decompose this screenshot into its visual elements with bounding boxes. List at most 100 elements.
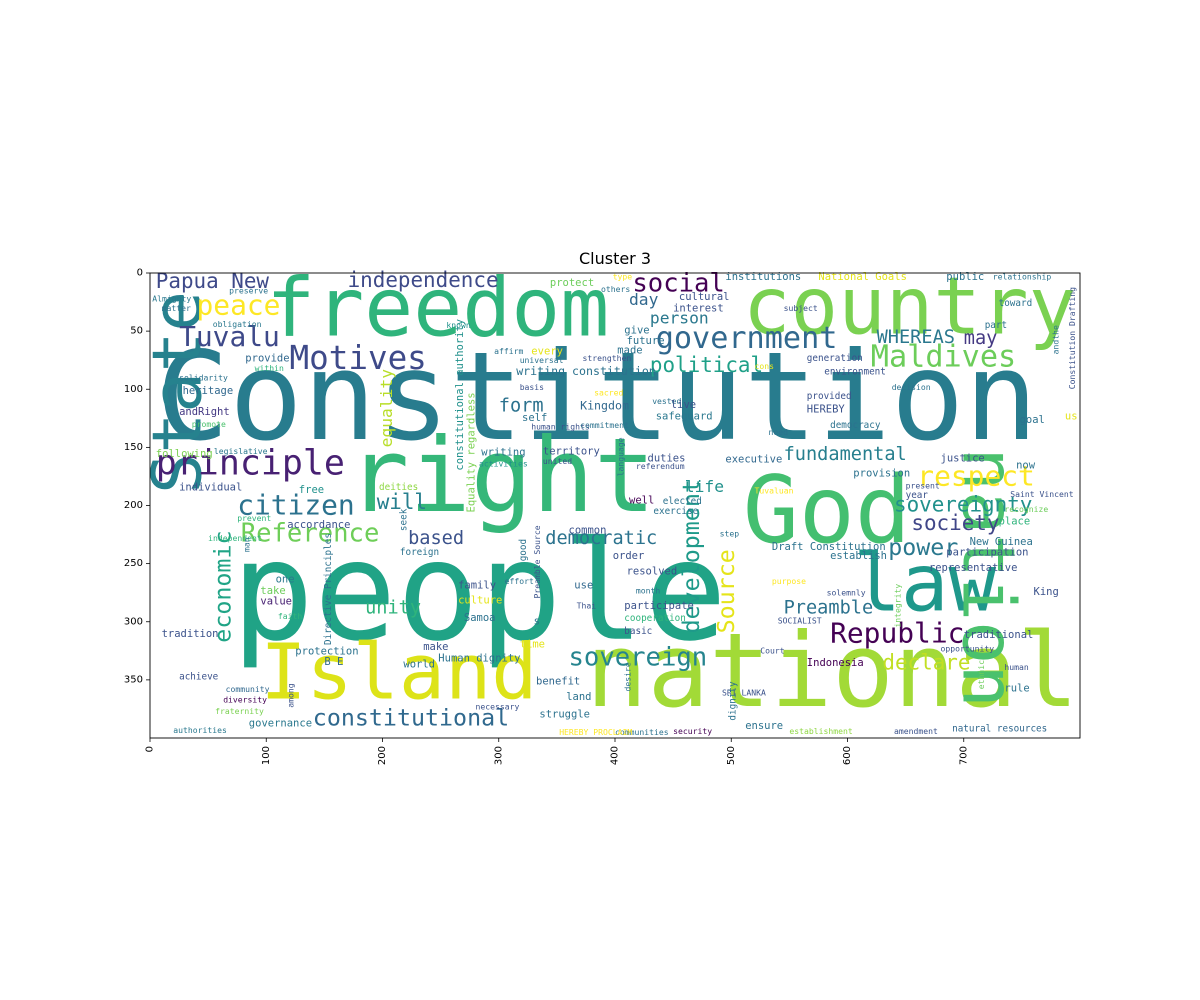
word-21: may <box>964 328 998 349</box>
word-94: establishment <box>789 726 852 736</box>
word-102: commitment <box>580 420 629 430</box>
word-119: future <box>627 335 665 347</box>
word-cloud: Constitution people freedom country right God… <box>137 260 1078 737</box>
word-14: peace <box>197 289 281 322</box>
word-134: decision <box>892 382 931 392</box>
word-118: give <box>624 325 649 337</box>
word-121: cultural <box>679 291 730 303</box>
word-179: effort <box>505 576 534 586</box>
word-155: representative <box>929 562 1018 574</box>
word-156: solemnly <box>827 588 866 598</box>
word-173: participate <box>624 600 694 612</box>
word-99: united <box>543 456 572 466</box>
x-tick-label: 200 <box>377 746 388 765</box>
y-tick-label: 150 <box>124 442 143 453</box>
word-92: security <box>673 726 712 736</box>
word-65: obligation <box>213 319 262 329</box>
word-151: Draft Constitution <box>772 541 886 553</box>
word-192: good <box>518 539 529 561</box>
word-16: independence <box>348 268 499 292</box>
word-30: Republic <box>830 617 964 650</box>
word-110: affirm <box>494 346 523 356</box>
word-184: common <box>569 525 607 537</box>
word-5: God <box>743 456 911 564</box>
word-176: month <box>636 585 660 595</box>
word-85: world <box>403 658 435 670</box>
word-114: known <box>446 320 470 330</box>
word-90: struggle <box>539 708 590 720</box>
word-35: development <box>678 479 705 633</box>
y-tick-label: 350 <box>124 674 143 685</box>
word-101: human rights <box>531 421 590 431</box>
word-168: ethnic <box>976 660 986 689</box>
word-86: Human dignity <box>438 653 520 665</box>
chart-title: Cluster 3 <box>578 249 652 268</box>
word-77: community <box>226 684 270 694</box>
word-147: Saint Vincent <box>1010 489 1073 499</box>
y-tick-label: 100 <box>124 384 143 395</box>
word-190: referendum <box>636 461 685 471</box>
x-tick-label: 0 <box>145 746 156 752</box>
word-44: life <box>685 477 724 496</box>
word-144: now <box>1016 460 1036 472</box>
word-40: democratic <box>545 528 657 549</box>
plot-background <box>150 273 1080 738</box>
word-19: Maldives <box>871 340 1016 375</box>
word-123: subject <box>784 303 818 313</box>
word-6: national <box>586 612 1079 731</box>
word-158: traditional <box>964 629 1034 641</box>
word-107: safeguard <box>656 411 713 423</box>
word-135: provided <box>807 391 852 402</box>
word-27: sovereignty <box>894 492 1032 516</box>
word-53: individual <box>179 482 242 494</box>
word-152: participation <box>946 547 1028 559</box>
word-115: protect <box>550 277 594 289</box>
word-66: Almighty <box>152 294 191 304</box>
word-0: Constitution <box>156 326 1038 468</box>
word-98: territory <box>543 446 600 458</box>
word-81: authorities <box>173 725 227 735</box>
word-97: writing <box>481 447 525 459</box>
word-116: others <box>601 284 630 294</box>
word-165: SRI LANKA <box>722 688 766 698</box>
word-84: make <box>423 641 448 653</box>
word-146: year <box>906 490 929 501</box>
word-78: diversity <box>223 695 267 705</box>
y-tick-label: 50 <box>130 326 143 337</box>
word-193: Preamble Source <box>532 525 542 598</box>
word-175: basic <box>624 626 652 637</box>
word-157: King <box>1034 586 1059 598</box>
word-45: day <box>629 290 659 309</box>
word-113: made <box>617 344 642 356</box>
word-149: place <box>999 515 1031 527</box>
word-132: environment <box>824 367 886 378</box>
word-7: Island <box>260 629 537 718</box>
word-12: Motives <box>290 339 427 377</box>
word-34: economic <box>210 530 237 642</box>
word-186: exercise <box>653 506 698 517</box>
word-25: will <box>377 490 427 514</box>
word-60: andRight <box>179 406 230 418</box>
word-48: writing constitution <box>516 364 656 378</box>
word-33: constitutional <box>313 705 509 732</box>
word-125: public <box>946 271 984 283</box>
word-160: opportunity <box>941 643 995 653</box>
word-142: executive <box>725 454 782 466</box>
word-100: activities <box>479 459 528 469</box>
word-159: Indonesia <box>807 657 864 669</box>
word-52: legislative <box>214 446 268 456</box>
word-154: establish <box>830 550 887 562</box>
word-145: present <box>906 481 940 491</box>
word-80: governance <box>249 718 312 730</box>
word-136: HEREBY <box>807 404 846 416</box>
word-120: interest <box>673 303 724 315</box>
x-tick-label: 400 <box>610 746 621 765</box>
word-10: nation <box>945 447 1029 707</box>
word-108: live <box>671 399 696 411</box>
word-127: toward <box>999 298 1033 309</box>
word-39: Preamble <box>784 598 874 619</box>
y-tick-label: 250 <box>124 558 143 569</box>
word-23: citizen <box>237 489 355 522</box>
word-26: respect <box>917 460 1035 493</box>
